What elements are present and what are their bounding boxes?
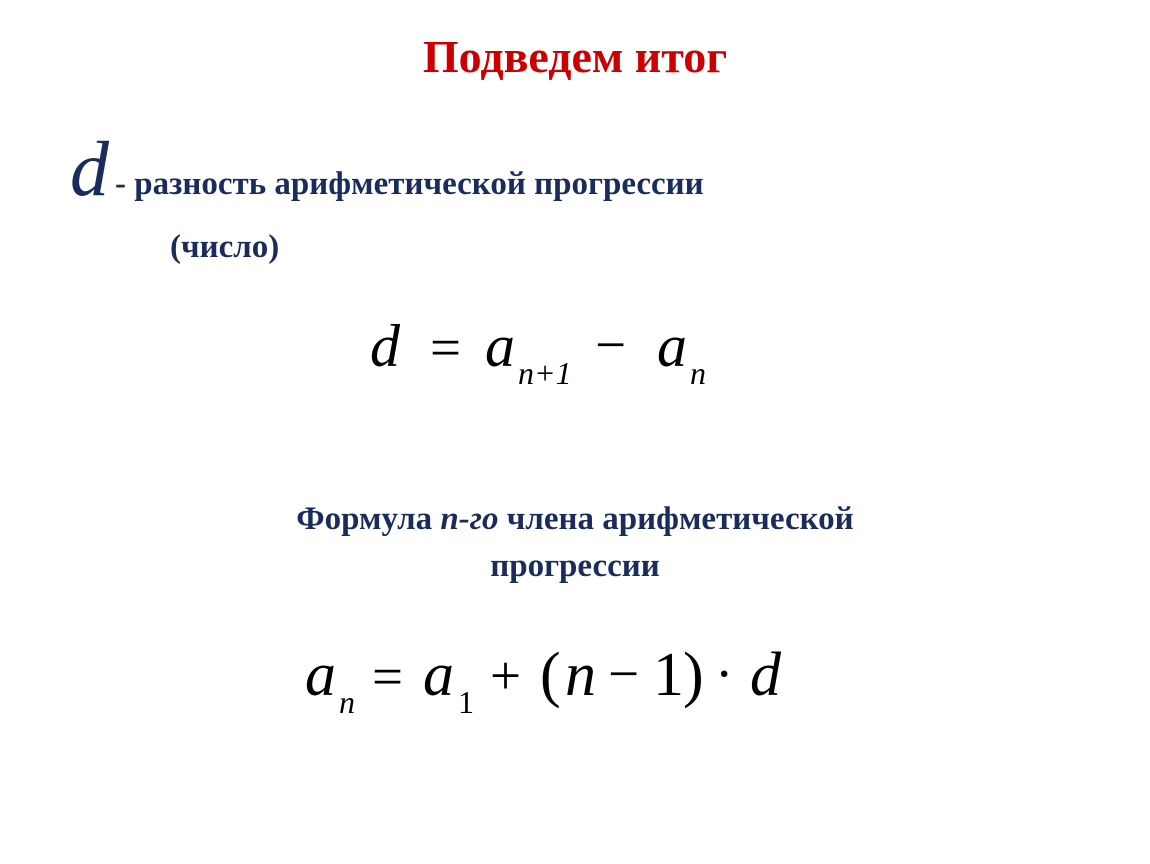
f1-sub2: n [690,355,706,391]
f1-a2: a [657,313,687,379]
f1-d: d [370,313,401,379]
formula1-svg: d = a n+1 − a n [360,311,790,396]
subtitle-italic: n-го [440,501,498,537]
f2-one: 1 [653,641,684,709]
f2-minus: − [608,643,639,704]
f2-a: a [305,641,336,709]
definition-block: d - разность арифметической прогрессии (… [70,138,1080,266]
f2-n: n [565,641,596,709]
f2-a1: a [423,641,454,709]
f2-rparen: ) [683,641,704,709]
subtitle-part2: члена арифметической [498,501,853,537]
definition-text-line1: - разность арифметической прогрессии [115,138,704,203]
slide-container: Подведем итог d - разность арифметическо… [0,0,1150,864]
f1-a1: a [485,313,515,379]
f2-d: d [750,641,782,709]
subtitle-part1: Формула [296,501,440,537]
f2-plus: + [490,645,521,706]
formula-difference: d = a n+1 − a n [70,311,1080,401]
f2-subn: n [339,684,355,720]
definition-text-line2: (число) [170,229,1080,266]
d-variable-symbol: d [70,138,109,200]
f2-lparen: ( [540,641,561,709]
slide-title: Подведем итог [70,30,1080,83]
formula-nth-term: a n = a 1 + ( n − 1 ) · d [70,640,1080,730]
subtitle-line1: Формула n-го члена арифметической [70,501,1080,538]
f2-sub1: 1 [458,684,474,720]
f1-sub1: n+1 [518,355,572,391]
f1-eq: = [430,317,461,378]
f2-dot: · [715,643,733,704]
f2-eq: = [372,646,403,707]
f1-minus: − [595,314,626,375]
subtitle-line2: прогрессии [70,548,1080,585]
formula2-svg: a n = a 1 + ( n − 1 ) · d [295,640,855,725]
